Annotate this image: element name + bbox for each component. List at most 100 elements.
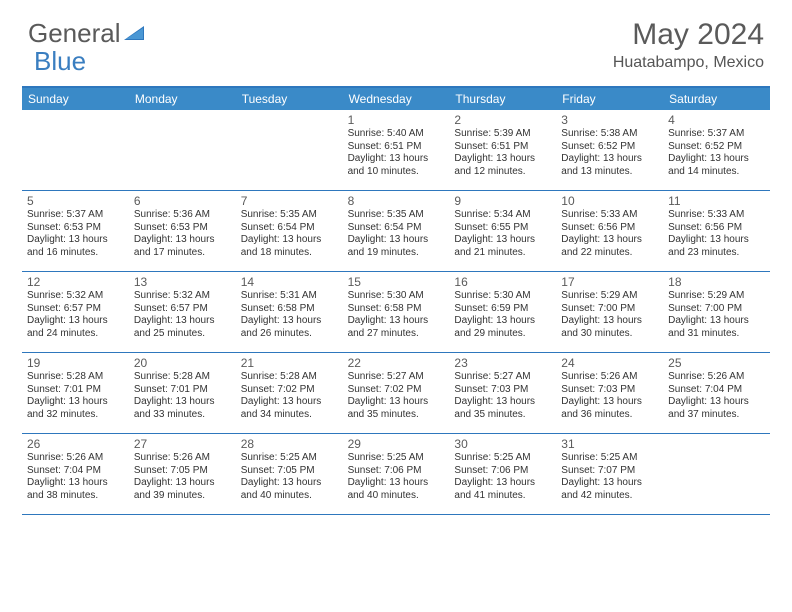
day-info: Sunrise: 5:32 AMSunset: 6:57 PMDaylight:… [27, 290, 124, 340]
day-info: Sunrise: 5:33 AMSunset: 6:56 PMDaylight:… [668, 209, 765, 259]
day-info: Sunrise: 5:35 AMSunset: 6:54 PMDaylight:… [241, 209, 338, 259]
day-cell: 14Sunrise: 5:31 AMSunset: 6:58 PMDayligh… [236, 272, 343, 352]
day-number: 12 [27, 275, 124, 289]
day-cell: 21Sunrise: 5:28 AMSunset: 7:02 PMDayligh… [236, 353, 343, 433]
day-header-mon: Monday [129, 88, 236, 110]
day-cell: 18Sunrise: 5:29 AMSunset: 7:00 PMDayligh… [663, 272, 770, 352]
day-cell: 22Sunrise: 5:27 AMSunset: 7:02 PMDayligh… [343, 353, 450, 433]
logo-text-general: General [28, 18, 121, 49]
day-info: Sunrise: 5:38 AMSunset: 6:52 PMDaylight:… [561, 128, 658, 178]
day-number: 15 [348, 275, 445, 289]
day-info: Sunrise: 5:34 AMSunset: 6:55 PMDaylight:… [454, 209, 551, 259]
day-cell: 2Sunrise: 5:39 AMSunset: 6:51 PMDaylight… [449, 110, 556, 190]
calendar: Sunday Monday Tuesday Wednesday Thursday… [22, 86, 770, 515]
logo: General [28, 18, 146, 49]
day-cell: 29Sunrise: 5:25 AMSunset: 7:06 PMDayligh… [343, 434, 450, 514]
week-row: 19Sunrise: 5:28 AMSunset: 7:01 PMDayligh… [22, 353, 770, 434]
day-number: 27 [134, 437, 231, 451]
day-number: 5 [27, 194, 124, 208]
day-number: 2 [454, 113, 551, 127]
day-info: Sunrise: 5:29 AMSunset: 7:00 PMDaylight:… [668, 290, 765, 340]
day-cell [236, 110, 343, 190]
day-number: 6 [134, 194, 231, 208]
day-cell: 11Sunrise: 5:33 AMSunset: 6:56 PMDayligh… [663, 191, 770, 271]
day-cell: 7Sunrise: 5:35 AMSunset: 6:54 PMDaylight… [236, 191, 343, 271]
day-header-sat: Saturday [663, 88, 770, 110]
day-info: Sunrise: 5:30 AMSunset: 6:58 PMDaylight:… [348, 290, 445, 340]
day-number: 4 [668, 113, 765, 127]
day-cell: 16Sunrise: 5:30 AMSunset: 6:59 PMDayligh… [449, 272, 556, 352]
day-number: 10 [561, 194, 658, 208]
day-number: 30 [454, 437, 551, 451]
day-number: 7 [241, 194, 338, 208]
day-cell: 27Sunrise: 5:26 AMSunset: 7:05 PMDayligh… [129, 434, 236, 514]
day-number: 14 [241, 275, 338, 289]
day-cell: 20Sunrise: 5:28 AMSunset: 7:01 PMDayligh… [129, 353, 236, 433]
day-info: Sunrise: 5:28 AMSunset: 7:02 PMDaylight:… [241, 371, 338, 421]
day-info: Sunrise: 5:40 AMSunset: 6:51 PMDaylight:… [348, 128, 445, 178]
header: General May 2024 Huatabampo, Mexico [0, 0, 792, 78]
day-cell: 26Sunrise: 5:26 AMSunset: 7:04 PMDayligh… [22, 434, 129, 514]
day-info: Sunrise: 5:28 AMSunset: 7:01 PMDaylight:… [27, 371, 124, 421]
day-header-fri: Friday [556, 88, 663, 110]
day-info: Sunrise: 5:31 AMSunset: 6:58 PMDaylight:… [241, 290, 338, 340]
day-info: Sunrise: 5:27 AMSunset: 7:02 PMDaylight:… [348, 371, 445, 421]
day-cell: 3Sunrise: 5:38 AMSunset: 6:52 PMDaylight… [556, 110, 663, 190]
day-number: 11 [668, 194, 765, 208]
day-number: 19 [27, 356, 124, 370]
day-number: 22 [348, 356, 445, 370]
day-cell: 17Sunrise: 5:29 AMSunset: 7:00 PMDayligh… [556, 272, 663, 352]
day-info: Sunrise: 5:37 AMSunset: 6:53 PMDaylight:… [27, 209, 124, 259]
day-info: Sunrise: 5:25 AMSunset: 7:06 PMDaylight:… [454, 452, 551, 502]
day-info: Sunrise: 5:33 AMSunset: 6:56 PMDaylight:… [561, 209, 658, 259]
week-row: 12Sunrise: 5:32 AMSunset: 6:57 PMDayligh… [22, 272, 770, 353]
day-info: Sunrise: 5:26 AMSunset: 7:03 PMDaylight:… [561, 371, 658, 421]
day-info: Sunrise: 5:37 AMSunset: 6:52 PMDaylight:… [668, 128, 765, 178]
day-number: 1 [348, 113, 445, 127]
week-row: 1Sunrise: 5:40 AMSunset: 6:51 PMDaylight… [22, 110, 770, 191]
day-number: 3 [561, 113, 658, 127]
day-header-wed: Wednesday [343, 88, 450, 110]
day-info: Sunrise: 5:25 AMSunset: 7:06 PMDaylight:… [348, 452, 445, 502]
day-cell: 24Sunrise: 5:26 AMSunset: 7:03 PMDayligh… [556, 353, 663, 433]
day-cell: 31Sunrise: 5:25 AMSunset: 7:07 PMDayligh… [556, 434, 663, 514]
day-cell: 8Sunrise: 5:35 AMSunset: 6:54 PMDaylight… [343, 191, 450, 271]
day-number: 23 [454, 356, 551, 370]
day-number: 28 [241, 437, 338, 451]
day-info: Sunrise: 5:30 AMSunset: 6:59 PMDaylight:… [454, 290, 551, 340]
day-number: 29 [348, 437, 445, 451]
day-info: Sunrise: 5:35 AMSunset: 6:54 PMDaylight:… [348, 209, 445, 259]
day-number: 13 [134, 275, 231, 289]
day-number: 25 [668, 356, 765, 370]
day-info: Sunrise: 5:27 AMSunset: 7:03 PMDaylight:… [454, 371, 551, 421]
day-cell [22, 110, 129, 190]
day-header-thu: Thursday [449, 88, 556, 110]
day-number: 16 [454, 275, 551, 289]
day-cell: 19Sunrise: 5:28 AMSunset: 7:01 PMDayligh… [22, 353, 129, 433]
day-cell: 23Sunrise: 5:27 AMSunset: 7:03 PMDayligh… [449, 353, 556, 433]
day-number: 8 [348, 194, 445, 208]
day-number: 21 [241, 356, 338, 370]
title-block: May 2024 Huatabampo, Mexico [613, 18, 764, 72]
week-row: 26Sunrise: 5:26 AMSunset: 7:04 PMDayligh… [22, 434, 770, 515]
logo-text-blue: Blue [34, 46, 86, 77]
day-cell: 28Sunrise: 5:25 AMSunset: 7:05 PMDayligh… [236, 434, 343, 514]
day-cell [129, 110, 236, 190]
day-number: 17 [561, 275, 658, 289]
day-info: Sunrise: 5:32 AMSunset: 6:57 PMDaylight:… [134, 290, 231, 340]
day-info: Sunrise: 5:28 AMSunset: 7:01 PMDaylight:… [134, 371, 231, 421]
day-info: Sunrise: 5:25 AMSunset: 7:05 PMDaylight:… [241, 452, 338, 502]
day-info: Sunrise: 5:29 AMSunset: 7:00 PMDaylight:… [561, 290, 658, 340]
logo-triangle-icon [124, 18, 146, 49]
day-cell: 6Sunrise: 5:36 AMSunset: 6:53 PMDaylight… [129, 191, 236, 271]
day-info: Sunrise: 5:26 AMSunset: 7:04 PMDaylight:… [668, 371, 765, 421]
day-number: 26 [27, 437, 124, 451]
weeks-container: 1Sunrise: 5:40 AMSunset: 6:51 PMDaylight… [22, 110, 770, 515]
day-cell: 1Sunrise: 5:40 AMSunset: 6:51 PMDaylight… [343, 110, 450, 190]
day-cell: 25Sunrise: 5:26 AMSunset: 7:04 PMDayligh… [663, 353, 770, 433]
day-number: 31 [561, 437, 658, 451]
day-cell: 12Sunrise: 5:32 AMSunset: 6:57 PMDayligh… [22, 272, 129, 352]
location-label: Huatabampo, Mexico [613, 54, 764, 72]
day-cell: 30Sunrise: 5:25 AMSunset: 7:06 PMDayligh… [449, 434, 556, 514]
day-cell: 9Sunrise: 5:34 AMSunset: 6:55 PMDaylight… [449, 191, 556, 271]
